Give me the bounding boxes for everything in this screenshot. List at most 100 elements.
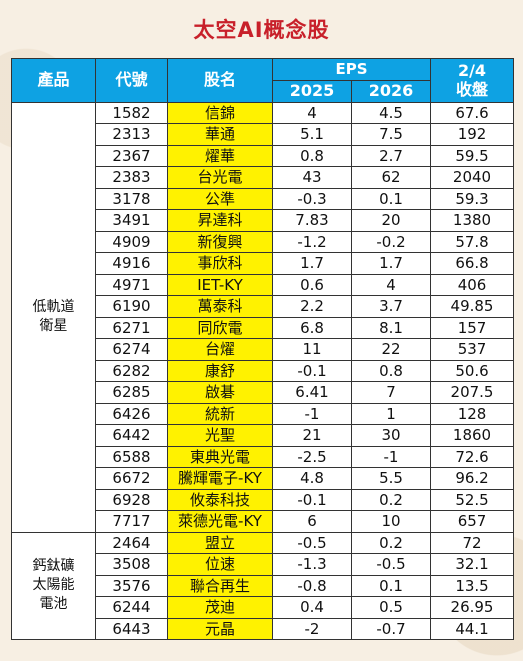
- eps-2026-cell: 3.7: [350, 295, 432, 318]
- eps-2025-cell: 6: [272, 510, 352, 533]
- eps-2026-cell: 62: [350, 166, 432, 189]
- eps-2026-cell: 30: [350, 424, 432, 447]
- eps-2025-cell: 7.83: [272, 209, 352, 232]
- code-cell: 4971: [95, 273, 168, 296]
- eps-2026-cell: 0.2: [350, 488, 432, 511]
- eps-2025-cell: 0.4: [272, 596, 352, 619]
- category-line: 太陽能: [32, 577, 75, 594]
- eps-2025-cell: -1.3: [272, 553, 352, 576]
- eps-2025-cell: 21: [272, 424, 352, 447]
- close-cell: 59.5: [430, 144, 515, 167]
- eps-2026-cell: 0.5: [350, 596, 432, 619]
- eps-2025-cell: 1.7: [272, 252, 352, 275]
- code-cell: 6928: [95, 488, 168, 511]
- eps-2025-cell: 2.2: [272, 295, 352, 318]
- eps-2026-cell: -0.5: [350, 553, 432, 576]
- name-cell: 台燿: [167, 338, 273, 361]
- code-cell: 2464: [95, 531, 168, 554]
- code-cell: 4909: [95, 230, 168, 253]
- name-cell: 華通: [167, 123, 273, 146]
- code-cell: 6271: [95, 316, 168, 339]
- header-close: 2/4 收盤: [430, 58, 515, 103]
- close-cell: 72: [430, 531, 515, 554]
- close-cell: 406: [430, 273, 515, 296]
- header-year-2026: 2026: [350, 79, 432, 103]
- table-row: 6443 元晶 -2 -0.7 44.1: [12, 617, 515, 640]
- code-cell: 6443: [95, 617, 168, 640]
- code-cell: 4916: [95, 252, 168, 275]
- close-cell: 32.1: [430, 553, 515, 576]
- table-row: 3508 位速 -1.3 -0.5 32.1: [12, 553, 515, 576]
- close-cell: 26.95: [430, 596, 515, 619]
- table-row: 3576 聯合再生 -0.8 0.1 13.5: [12, 574, 515, 597]
- eps-2025-cell: 43: [272, 166, 352, 189]
- name-cell: 萬泰科: [167, 295, 273, 318]
- eps-2025-cell: 0.6: [272, 273, 352, 296]
- category-line: 低軌道: [32, 299, 75, 315]
- table-row: 6928 攸泰科技 -0.1 0.2 52.5: [12, 488, 515, 511]
- eps-2025-cell: 0.8: [272, 144, 352, 167]
- eps-2026-cell: 4.5: [350, 101, 432, 124]
- eps-2025-cell: -2.5: [272, 445, 352, 468]
- table-row: 7717 萊德光電-KY 6 10 657: [12, 510, 515, 533]
- header-close-date: 2/4: [457, 61, 487, 81]
- eps-2025-cell: -0.1: [272, 359, 352, 382]
- header-close-label: 收盤: [456, 80, 489, 100]
- close-cell: 128: [430, 402, 515, 425]
- table-row: 6282 康舒 -0.1 0.8 50.6: [12, 359, 515, 382]
- header-code: 代號: [95, 58, 168, 103]
- eps-2025-cell: -0.3: [272, 187, 352, 210]
- name-cell: 台光電: [167, 166, 273, 189]
- code-cell: 3178: [95, 187, 168, 210]
- code-cell: 2383: [95, 166, 168, 189]
- name-cell: 新復興: [167, 230, 273, 253]
- name-cell: 聯合再生: [167, 574, 273, 597]
- eps-2025-cell: -0.1: [272, 488, 352, 511]
- close-cell: 192: [430, 123, 515, 146]
- eps-2026-cell: 0.1: [350, 574, 432, 597]
- code-cell: 6244: [95, 596, 168, 619]
- eps-2026-cell: -1: [350, 445, 432, 468]
- name-cell: 啟碁: [167, 381, 273, 404]
- close-cell: 57.8: [430, 230, 515, 253]
- code-cell: 6282: [95, 359, 168, 382]
- eps-2026-cell: 5.5: [350, 467, 432, 490]
- name-cell: 東典光電: [167, 445, 273, 468]
- eps-2025-cell: 4.8: [272, 467, 352, 490]
- code-cell: 6426: [95, 402, 168, 425]
- eps-2025-cell: -0.8: [272, 574, 352, 597]
- table-row: 4971 IET-KY 0.6 4 406: [12, 273, 515, 296]
- close-cell: 66.8: [430, 252, 515, 275]
- eps-2025-cell: -2: [272, 617, 352, 640]
- eps-2026-cell: 0.2: [350, 531, 432, 554]
- name-cell: 事欣科: [167, 252, 273, 275]
- close-cell: 44.1: [430, 617, 515, 640]
- eps-2026-cell: 1: [350, 402, 432, 425]
- close-cell: 157: [430, 316, 515, 339]
- close-cell: 537: [430, 338, 515, 361]
- header-name: 股名: [167, 58, 273, 103]
- eps-2026-cell: -0.7: [350, 617, 432, 640]
- table-row: 2313 華通 5.1 7.5 192: [12, 123, 515, 146]
- code-cell: 6672: [95, 467, 168, 490]
- eps-2026-cell: 0.1: [350, 187, 432, 210]
- table-row: 3178 公準 -0.3 0.1 59.3: [12, 187, 515, 210]
- eps-2026-cell: 10: [350, 510, 432, 533]
- table-row: 低軌道 衛星 1582 信錦 4 4.5 67.6: [11, 101, 515, 533]
- name-cell: 光聖: [167, 424, 273, 447]
- code-cell: 1582: [95, 101, 168, 124]
- name-cell: 昇達科: [167, 209, 273, 232]
- name-cell: 萊德光電-KY: [167, 510, 273, 533]
- code-cell: 6285: [95, 381, 168, 404]
- eps-2026-cell: 8.1: [350, 316, 432, 339]
- name-cell: 康舒: [167, 359, 273, 382]
- code-cell: 6442: [95, 424, 168, 447]
- code-cell: 3491: [95, 209, 168, 232]
- name-cell: 公準: [167, 187, 273, 210]
- table-row: 鈣鈦礦 太陽能 電池 2464 盟立 -0.5 0.2 72: [11, 531, 515, 640]
- eps-2026-cell: 22: [350, 338, 432, 361]
- code-cell: 3576: [95, 574, 168, 597]
- close-cell: 67.6: [430, 101, 515, 124]
- name-cell: 騰輝電子-KY: [167, 467, 273, 490]
- close-cell: 59.3: [430, 187, 515, 210]
